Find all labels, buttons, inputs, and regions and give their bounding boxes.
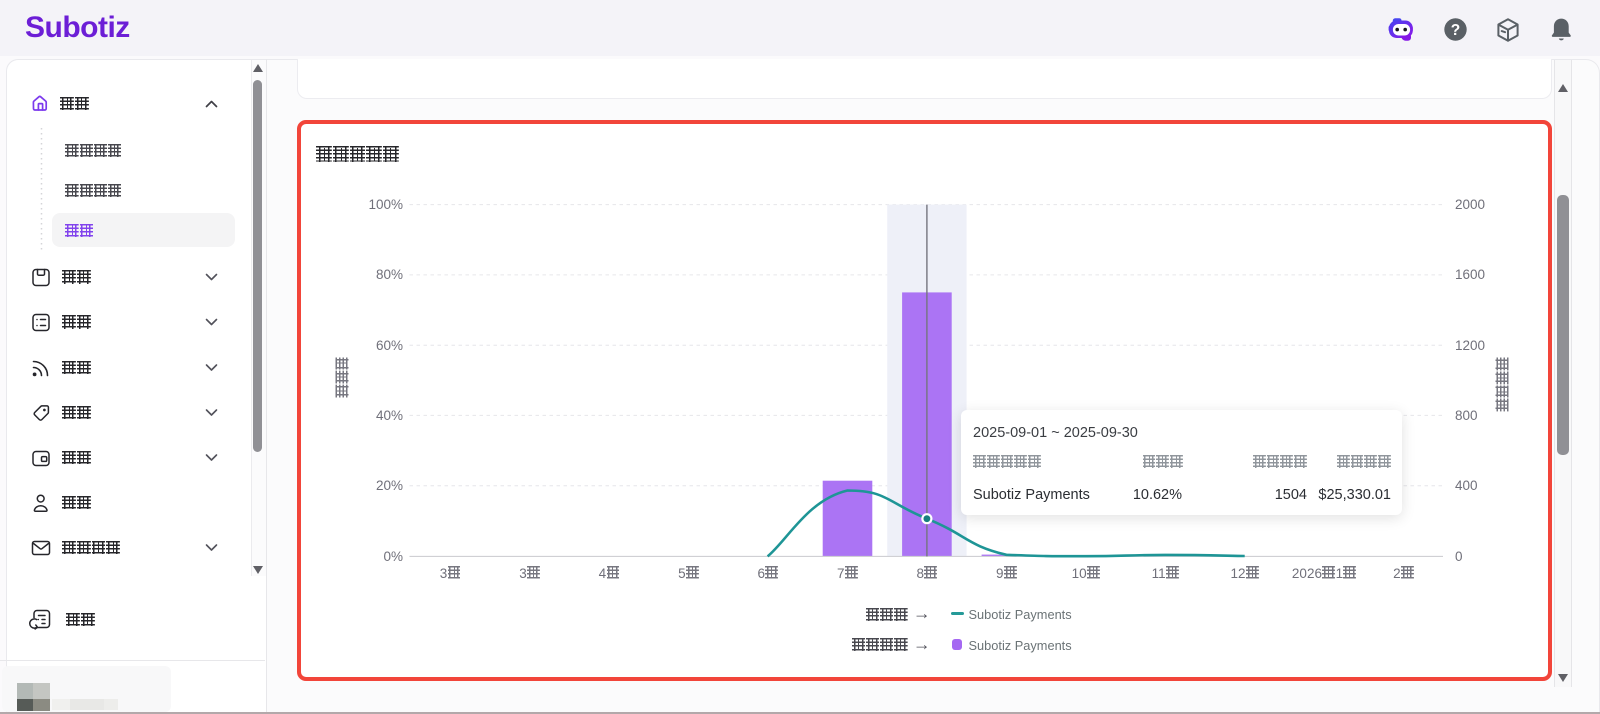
svg-text:?: ? bbox=[1451, 22, 1460, 39]
